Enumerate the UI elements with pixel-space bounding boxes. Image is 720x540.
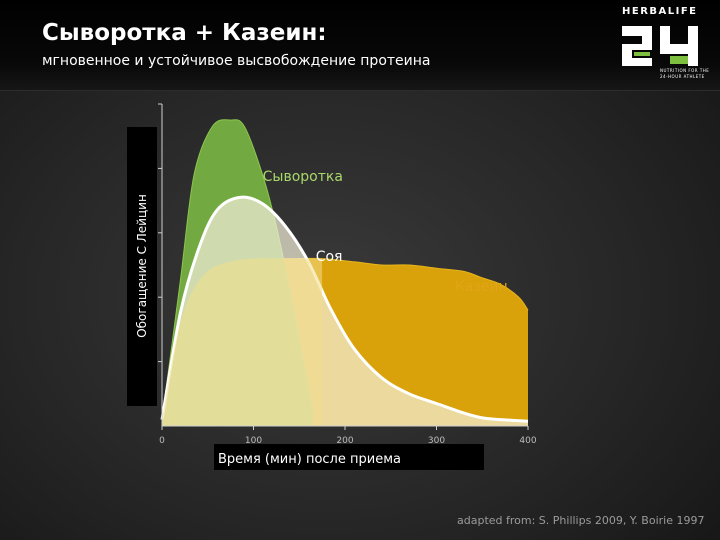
- herbalife-24-logo: HERBALIFE NUTRITION FOR THE 24-HOUR ATHL…: [614, 6, 714, 82]
- x-axis-label-background: [214, 444, 484, 470]
- slide-header: Сыворотка + Казеин: мгновенное и устойчи…: [0, 0, 720, 91]
- x-tick-labels: 0 100 200 300 400: [159, 426, 537, 446]
- series-label: Соя: [316, 249, 343, 265]
- page-subtitle: мгновенное и устойчивое высвобождение пр…: [42, 53, 431, 69]
- page-title: Сыворотка + Казеин:: [42, 20, 327, 46]
- x-tick-label: 100: [245, 436, 262, 446]
- series-label: Казеин: [455, 279, 508, 295]
- source-note: adapted from: S. Phillips 2009, Y. Boiri…: [457, 514, 705, 527]
- logo-24-graphic: [622, 26, 698, 66]
- x-axis-label: Время (мин) после приема: [218, 452, 401, 467]
- casein-early-overlay: [162, 258, 323, 426]
- x-tick-label: 0: [159, 436, 165, 446]
- series-labels: Казеин Сыворотка Соя: [263, 169, 508, 295]
- y-axis-label-background: [127, 127, 157, 406]
- series-line-3: [160, 195, 529, 423]
- logo-tagline-1: NUTRITION FOR THE: [660, 68, 710, 73]
- series-areas: [160, 119, 529, 427]
- logo-brand-text: HERBALIFE: [622, 6, 698, 17]
- x-tick-label: 400: [519, 436, 536, 446]
- x-tick-label: 300: [428, 436, 445, 446]
- logo-tagline-2: 24-HOUR ATHLETE: [660, 74, 705, 79]
- series-label: Сыворотка: [263, 169, 343, 185]
- x-tick-label: 200: [336, 436, 353, 446]
